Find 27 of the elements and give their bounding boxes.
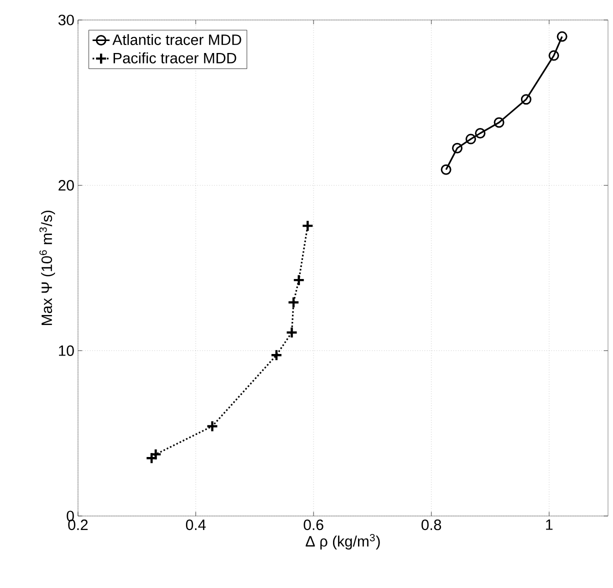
point <box>206 420 218 432</box>
point <box>440 164 452 175</box>
point <box>287 296 300 308</box>
x-tick-label: 0.2 <box>68 520 88 530</box>
legend-label: Pacific tracer MDD <box>114 52 236 64</box>
legend-label: Atlantic tracer MDD <box>112 34 242 46</box>
point <box>302 220 314 232</box>
point <box>474 128 486 138</box>
y-axis-title: Max Ψ (10$^{6}$ m$^{3}$/s) <box>39 210 56 326</box>
point <box>150 448 162 460</box>
point <box>292 274 305 286</box>
x-axis-title: Δ ρ (kg/m$^{3}$) <box>306 534 380 550</box>
x-tick-label: 0.4 <box>186 520 206 530</box>
x-tick-label: 0.6 <box>304 520 324 530</box>
point <box>548 50 560 61</box>
point <box>270 349 283 362</box>
x-tick-label: 0.8 <box>422 520 442 530</box>
x-tick-label: 1 <box>546 520 553 530</box>
y-tick-label: 30 <box>58 14 74 26</box>
y-tick-label: 10 <box>59 345 74 356</box>
point <box>520 94 532 105</box>
point <box>466 134 476 144</box>
point <box>286 326 298 339</box>
point <box>452 142 462 154</box>
y-tick-label: 20 <box>58 180 74 191</box>
point <box>494 117 504 128</box>
point <box>556 31 568 42</box>
